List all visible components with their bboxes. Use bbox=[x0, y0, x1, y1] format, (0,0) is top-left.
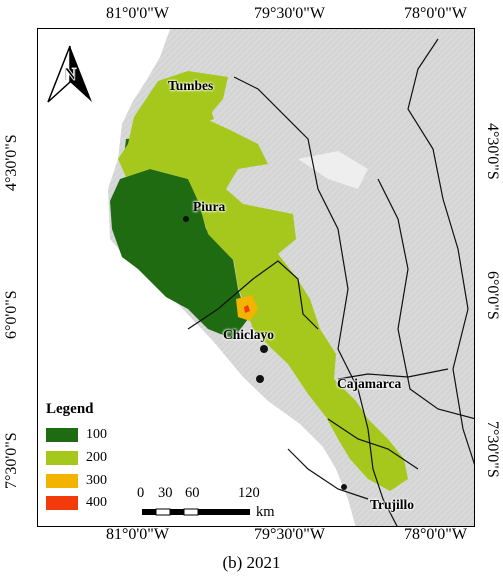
coord-left-4-30s: 4°30'0"S bbox=[3, 134, 20, 191]
coord-top-81w: 81°0'0"W bbox=[106, 5, 169, 22]
ocean bbox=[38, 29, 356, 526]
boundaries bbox=[187, 38, 474, 526]
coord-right-6s: 6°0'0"S bbox=[484, 271, 501, 320]
figure-caption: (b) 2021 bbox=[222, 553, 281, 572]
scale-unit: km bbox=[256, 504, 275, 520]
legend-swatch-100 bbox=[46, 428, 78, 442]
city-label-chiclayo: Chiclayo bbox=[223, 327, 275, 342]
north-letter: N bbox=[64, 64, 77, 84]
legend-swatch-400 bbox=[46, 496, 78, 510]
city-label-tumbes: Tumbes bbox=[168, 78, 214, 93]
piura-marker bbox=[183, 216, 189, 222]
legend-item: 300 bbox=[46, 473, 107, 488]
north-arrow-icon: N bbox=[47, 45, 92, 103]
legend-label: 200 bbox=[86, 450, 107, 465]
coord-bottom-81w: 81°0'0"W bbox=[106, 526, 169, 543]
legend-label: 300 bbox=[86, 473, 107, 488]
scale-tick-60: 60 bbox=[185, 485, 200, 501]
scale-tick-120: 120 bbox=[238, 485, 260, 501]
legend-item: 100 bbox=[46, 427, 107, 442]
map-canvas bbox=[38, 29, 474, 526]
zone-100 bbox=[110, 169, 248, 339]
legend-label: 400 bbox=[86, 495, 107, 510]
legend-label: 100 bbox=[86, 427, 107, 442]
lambayeque-marker bbox=[256, 375, 264, 383]
scale-tick-0: 0 bbox=[137, 485, 145, 501]
city-label-trujillo: Trujillo bbox=[370, 497, 415, 512]
city-label-piura: Piura bbox=[193, 199, 226, 214]
coord-top-78w: 78°0'0"W bbox=[404, 5, 467, 22]
coord-top-79-30w: 79°30'0"W bbox=[254, 5, 325, 22]
legend-title: Legend bbox=[46, 401, 94, 417]
legend-swatch-300 bbox=[46, 474, 78, 488]
coord-right-4-30s: 4°30'0"S bbox=[484, 123, 501, 180]
scale-tick-30: 30 bbox=[158, 485, 173, 501]
coord-bottom-78w: 78°0'0"W bbox=[404, 526, 467, 543]
legend-item: 400 bbox=[46, 495, 107, 510]
scale-bar bbox=[142, 508, 250, 516]
legend-swatch-200 bbox=[46, 451, 78, 465]
zone-200 bbox=[118, 71, 408, 491]
zone-400 bbox=[244, 305, 250, 313]
chiclayo-marker bbox=[260, 345, 268, 353]
coord-bottom-79-30w: 79°30'0"W bbox=[254, 526, 325, 543]
coord-left-6s: 6°0'0"S bbox=[3, 290, 20, 339]
coord-right-7-30s: 7°30'0"S bbox=[484, 421, 501, 478]
map-frame bbox=[37, 28, 475, 527]
legend-item: 200 bbox=[46, 450, 107, 465]
city-label-cajamarca: Cajamarca bbox=[337, 376, 402, 391]
coord-left-7-30s: 7°30'0"S bbox=[3, 432, 20, 489]
trujillo-marker bbox=[341, 484, 347, 490]
